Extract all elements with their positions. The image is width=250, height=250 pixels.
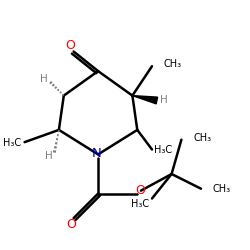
Text: N: N	[92, 147, 102, 160]
Text: H: H	[160, 96, 168, 106]
Text: O: O	[66, 218, 76, 231]
Text: H₃C: H₃C	[3, 138, 21, 148]
Polygon shape	[132, 96, 158, 104]
Text: CH₃: CH₃	[193, 133, 211, 143]
Text: CH₃: CH₃	[213, 184, 231, 194]
Text: CH₃: CH₃	[164, 59, 182, 69]
Text: H₃C: H₃C	[132, 199, 150, 209]
Text: H: H	[40, 74, 48, 84]
Text: O: O	[65, 39, 75, 52]
Text: H₃C: H₃C	[154, 145, 172, 155]
Text: O: O	[135, 184, 145, 197]
Text: H: H	[45, 151, 52, 161]
